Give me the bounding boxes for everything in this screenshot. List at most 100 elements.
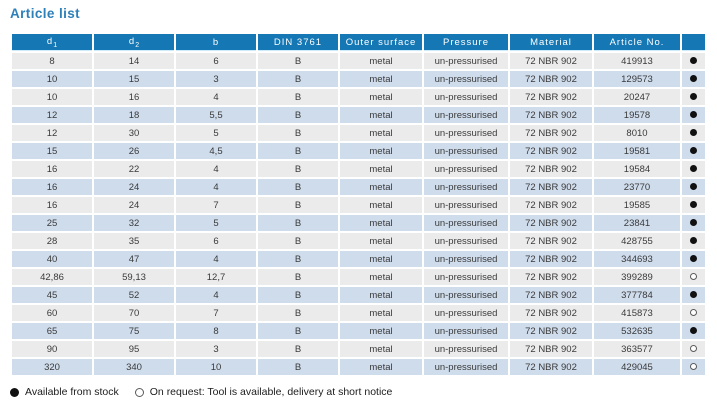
cell-outer: metal <box>340 269 422 285</box>
stock-filled-icon <box>690 255 697 263</box>
stock-filled-icon <box>690 93 697 101</box>
cell-material: 72 NBR 902 <box>510 215 592 231</box>
cell-outer: metal <box>340 287 422 303</box>
cell-b: 4 <box>176 89 256 105</box>
stock-filled-icon <box>690 327 697 335</box>
cell-outer: metal <box>340 107 422 123</box>
cell-article: 399289 <box>594 269 680 285</box>
cell-stock <box>682 179 705 195</box>
stock-filled-icon <box>690 183 697 191</box>
cell-outer: metal <box>340 53 422 69</box>
cell-din: B <box>258 125 338 141</box>
cell-d1: 10 <box>12 89 92 105</box>
col-header-material: Material <box>510 34 592 51</box>
cell-pressure: un-pressurised <box>424 197 508 213</box>
cell-d2: 35 <box>94 233 174 249</box>
cell-b: 5 <box>176 215 256 231</box>
cell-outer: metal <box>340 341 422 357</box>
cell-outer: metal <box>340 305 422 321</box>
col-header-b: b <box>176 34 256 51</box>
legend-request-label: On request: Tool is available, delivery … <box>149 386 393 398</box>
cell-outer: metal <box>340 323 422 339</box>
cell-article: 344693 <box>594 251 680 267</box>
cell-pressure: un-pressurised <box>424 305 508 321</box>
cell-d1: 45 <box>12 287 92 303</box>
cell-d2: 24 <box>94 179 174 195</box>
cell-material: 72 NBR 902 <box>510 305 592 321</box>
cell-din: B <box>258 251 338 267</box>
cell-b: 6 <box>176 233 256 249</box>
col-header-stock <box>682 34 705 51</box>
cell-material: 72 NBR 902 <box>510 233 592 249</box>
stock-filled-icon <box>690 111 697 119</box>
legend-stock-label: Available from stock <box>25 386 119 398</box>
cell-article: 19581 <box>594 143 680 159</box>
cell-stock <box>682 233 705 249</box>
cell-article: 429045 <box>594 359 680 375</box>
cell-pressure: un-pressurised <box>424 287 508 303</box>
cell-stock <box>682 215 705 231</box>
cell-outer: metal <box>340 143 422 159</box>
cell-pressure: un-pressurised <box>424 269 508 285</box>
cell-material: 72 NBR 902 <box>510 179 592 195</box>
cell-article: 415873 <box>594 305 680 321</box>
cell-stock <box>682 53 705 69</box>
cell-din: B <box>258 341 338 357</box>
cell-d1: 16 <box>12 197 92 213</box>
cell-material: 72 NBR 902 <box>510 341 592 357</box>
cell-d2: 14 <box>94 53 174 69</box>
cell-d2: 26 <box>94 143 174 159</box>
cell-d1: 60 <box>12 305 92 321</box>
cell-d2: 75 <box>94 323 174 339</box>
article-table: d1 d2 b DIN 3761 Outer surface Pressure … <box>10 32 707 377</box>
cell-d1: 16 <box>12 161 92 177</box>
cell-stock <box>682 89 705 105</box>
cell-outer: metal <box>340 359 422 375</box>
cell-stock <box>682 359 705 375</box>
cell-din: B <box>258 305 338 321</box>
cell-material: 72 NBR 902 <box>510 143 592 159</box>
cell-outer: metal <box>340 251 422 267</box>
cell-stock <box>682 125 705 141</box>
stock-filled-icon <box>690 147 697 155</box>
stock-open-icon <box>690 345 697 353</box>
cell-stock <box>682 107 705 123</box>
legend: Available from stock On request: Tool is… <box>10 386 707 398</box>
cell-material: 72 NBR 902 <box>510 287 592 303</box>
cell-outer: metal <box>340 125 422 141</box>
cell-pressure: un-pressurised <box>424 143 508 159</box>
cell-b: 4 <box>176 161 256 177</box>
cell-stock <box>682 161 705 177</box>
cell-b: 6 <box>176 53 256 69</box>
cell-pressure: un-pressurised <box>424 53 508 69</box>
cell-b: 4 <box>176 179 256 195</box>
col-header-d2: d2 <box>94 34 174 51</box>
cell-din: B <box>258 215 338 231</box>
cell-article: 129573 <box>594 71 680 87</box>
cell-article: 532635 <box>594 323 680 339</box>
cell-d1: 12 <box>12 107 92 123</box>
cell-pressure: un-pressurised <box>424 89 508 105</box>
cell-b: 5 <box>176 125 256 141</box>
cell-d2: 18 <box>94 107 174 123</box>
cell-b: 3 <box>176 341 256 357</box>
cell-d1: 12 <box>12 125 92 141</box>
cell-din: B <box>258 359 338 375</box>
cell-article: 8010 <box>594 125 680 141</box>
cell-pressure: un-pressurised <box>424 71 508 87</box>
cell-pressure: un-pressurised <box>424 323 508 339</box>
cell-pressure: un-pressurised <box>424 341 508 357</box>
cell-d2: 24 <box>94 197 174 213</box>
cell-material: 72 NBR 902 <box>510 161 592 177</box>
